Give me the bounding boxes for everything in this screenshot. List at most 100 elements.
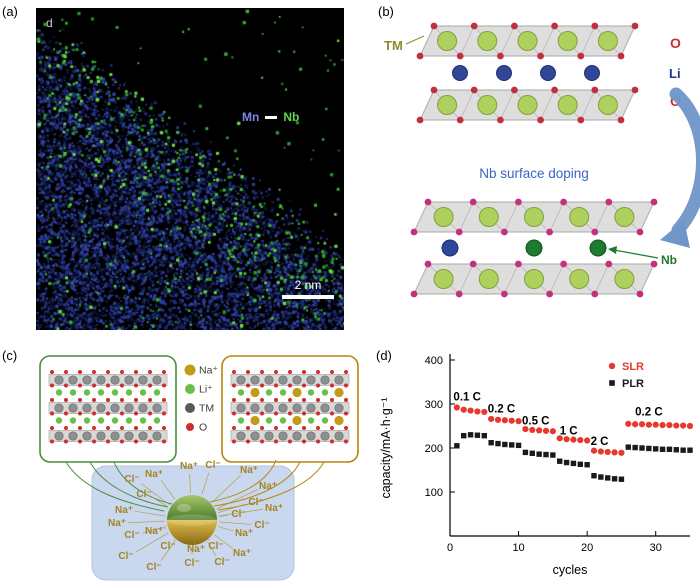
o-atom	[274, 426, 278, 430]
o-atom	[64, 383, 68, 388]
tm-atom	[478, 207, 499, 227]
li-atom	[279, 389, 287, 396]
legend-series-label: SLR	[622, 361, 644, 373]
data-point	[515, 418, 522, 425]
o-atom	[232, 370, 236, 374]
tm-atom	[517, 31, 538, 51]
lattice-line	[549, 263, 564, 295]
data-point	[625, 444, 631, 450]
legend-series-label: PLR	[622, 378, 644, 390]
exchanged-structure-box	[221, 355, 359, 463]
o-atom	[330, 411, 334, 416]
li-atom	[125, 417, 133, 424]
data-point	[460, 406, 467, 413]
o-atom	[78, 426, 82, 430]
ion-label: Na⁺	[187, 544, 205, 555]
o-atom	[515, 260, 522, 268]
li-atom	[69, 389, 77, 396]
lattice-line	[459, 25, 475, 57]
tm-atom	[110, 403, 120, 413]
particle-top-hemisphere	[167, 495, 217, 520]
tm-atom	[96, 375, 106, 385]
o-atom	[316, 398, 320, 402]
ion-link-line	[134, 510, 166, 517]
o-atom	[162, 426, 166, 430]
o-atom	[260, 411, 264, 416]
rate-annotation: 0.2 C	[488, 403, 516, 415]
data-point	[604, 448, 611, 456]
tm-atom	[614, 269, 635, 289]
o-atom	[78, 398, 82, 402]
o-atom	[50, 439, 54, 444]
o-atom	[274, 439, 278, 444]
o-atom	[650, 260, 658, 268]
li-atom	[279, 417, 287, 424]
data-point	[590, 447, 598, 454]
tm-atom	[138, 431, 148, 441]
o-atom	[134, 370, 138, 374]
tm-atom	[334, 431, 344, 441]
data-point	[494, 416, 502, 423]
tm-atom	[320, 375, 330, 385]
doping-caption: Nb surface doping	[479, 166, 589, 181]
o-atom	[316, 439, 320, 444]
o-atom	[134, 426, 138, 430]
lattice-line	[458, 201, 474, 233]
o-atom	[288, 370, 292, 374]
legend-dash-mark	[265, 115, 278, 119]
o-atom	[274, 398, 278, 402]
ion-label: Na⁺	[233, 548, 251, 559]
tm-atom	[569, 269, 590, 289]
tm-atom	[264, 375, 274, 385]
data-point	[646, 445, 652, 452]
ion-link-line	[216, 488, 259, 510]
ion-label: Cl⁻	[205, 460, 220, 471]
o-atom	[577, 52, 585, 60]
tm-atom	[614, 207, 635, 227]
o-atom	[546, 228, 553, 236]
na-atom	[334, 387, 344, 398]
tm-atom	[278, 403, 288, 413]
data-point	[618, 449, 625, 456]
data-point	[536, 451, 542, 457]
li-atom	[307, 389, 315, 396]
tm-atom	[278, 375, 288, 385]
li-atom	[496, 65, 512, 81]
ion-link-line	[160, 479, 176, 500]
o-atom	[430, 86, 438, 94]
data-point	[673, 422, 680, 429]
li-atom	[153, 389, 161, 396]
li-atom	[139, 389, 147, 396]
li-atom	[237, 389, 245, 396]
ion-link-line	[142, 526, 166, 534]
doping-arrow-head	[660, 220, 690, 248]
tm-atom	[306, 375, 316, 385]
o-atom	[636, 228, 644, 236]
ion-label: Na⁺	[235, 528, 253, 539]
lattice-line	[580, 25, 596, 57]
data-point	[645, 421, 652, 428]
data-point	[570, 436, 577, 443]
ion-exchange-schematic: Na⁺Li⁺TMO Na⁺Cl⁻Na⁺ Cl⁻ Na⁺Cl⁻Na⁺Na⁺Cl⁻Na⁺…	[39, 355, 359, 581]
data-point	[474, 408, 481, 415]
o-atom	[162, 398, 166, 402]
o-atom	[631, 86, 639, 94]
legend-swatch	[185, 403, 195, 413]
ion-label: Cl⁻	[248, 497, 263, 508]
legend-swatch	[185, 384, 195, 394]
data-point	[454, 443, 460, 449]
o-atom	[456, 52, 464, 60]
box-to-particle-links	[65, 459, 325, 512]
tm-atom	[236, 375, 246, 385]
o-atom	[274, 383, 278, 388]
data-point	[522, 425, 529, 433]
tm-atom	[124, 403, 134, 413]
li-atom	[265, 389, 273, 396]
ion-label: Cl⁻	[160, 541, 175, 552]
data-point	[632, 421, 639, 428]
nb-atom	[589, 239, 607, 257]
tm-atom	[517, 95, 538, 115]
o-atom	[162, 439, 166, 444]
tm-atom	[68, 431, 78, 441]
y-tick-label: 100	[425, 487, 443, 499]
